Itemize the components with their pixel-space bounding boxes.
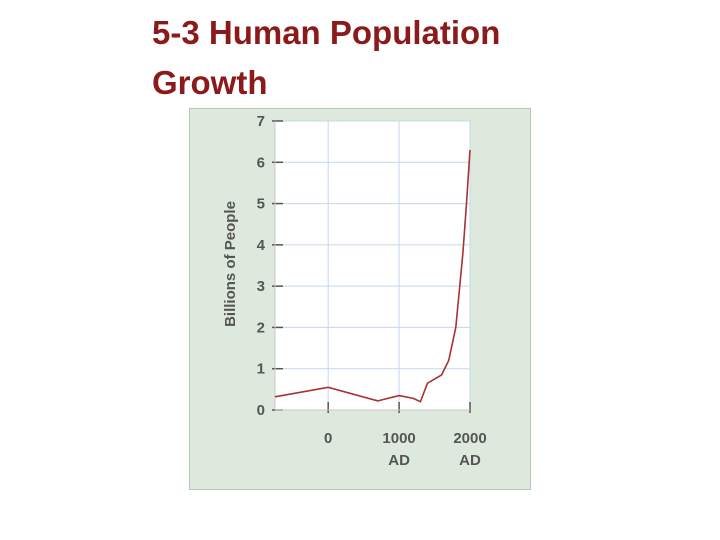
y-tick-label: 0 [257, 402, 265, 419]
x-tick-label: 1000 [382, 430, 415, 447]
slide-title-line-2: Growth [152, 64, 268, 101]
slide-title-line-1: 5-3 Human Population [152, 14, 501, 51]
y-tick-label: 7 [257, 113, 265, 130]
y-tick-label: 1 [257, 361, 265, 378]
y-tick-label: 5 [257, 196, 265, 213]
x-tick-label: 0 [324, 430, 332, 447]
y-tick-label: 6 [257, 154, 265, 171]
plot-area [274, 120, 471, 411]
x-axis: 0 1000 AD 2000 AD [275, 402, 487, 469]
x-tick-sublabel: AD [459, 452, 481, 469]
y-tick-label: 2 [257, 319, 265, 336]
x-tick-label: 2000 [453, 430, 486, 447]
y-axis: 0 1 2 3 4 5 6 7 [257, 113, 283, 419]
x-tick-sublabel: AD [388, 452, 410, 469]
grid-lines [275, 120, 471, 410]
y-axis-title: Billions of People [222, 201, 239, 327]
y-tick-label: 4 [257, 237, 266, 254]
population-line [274, 149, 471, 403]
y-tick-label: 3 [257, 278, 265, 295]
slide-title: 5-3 Human Population Growth [152, 8, 672, 108]
